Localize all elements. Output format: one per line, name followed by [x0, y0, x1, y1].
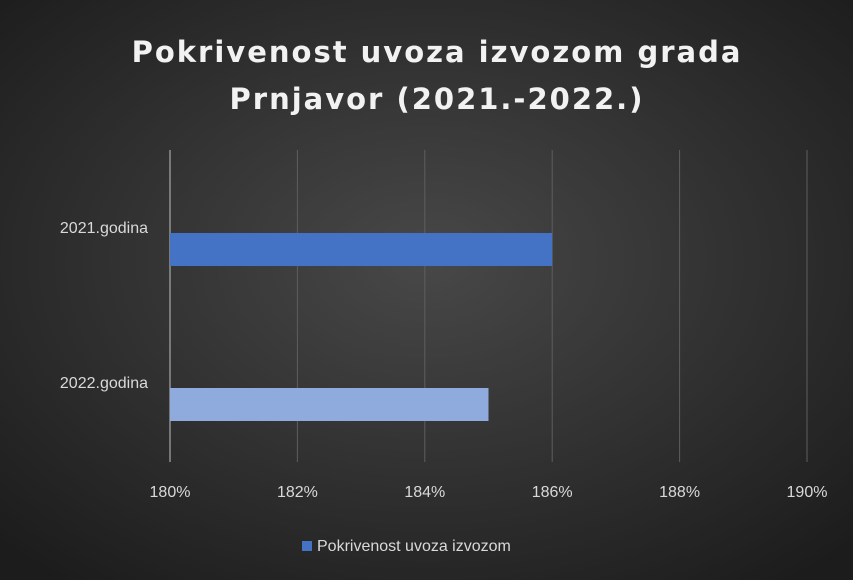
x-tick-label: 186% [532, 484, 573, 501]
x-tick-label: 184% [404, 484, 445, 501]
x-tick-label: 190% [787, 484, 828, 501]
y-tick-label: 2021.godina [60, 220, 148, 237]
legend-label: Pokrivenost uvoza izvozom [317, 538, 511, 555]
bar [170, 388, 489, 421]
x-tick-label: 180% [150, 484, 191, 501]
x-tick-label: 188% [659, 484, 700, 501]
chart-title: Pokrivenost uvoza izvozom grada Prnjavor … [132, 35, 743, 116]
bar [170, 233, 553, 266]
legend-swatch [302, 541, 312, 551]
y-tick-label: 2022.godina [60, 375, 148, 392]
x-tick-label: 182% [277, 484, 318, 501]
